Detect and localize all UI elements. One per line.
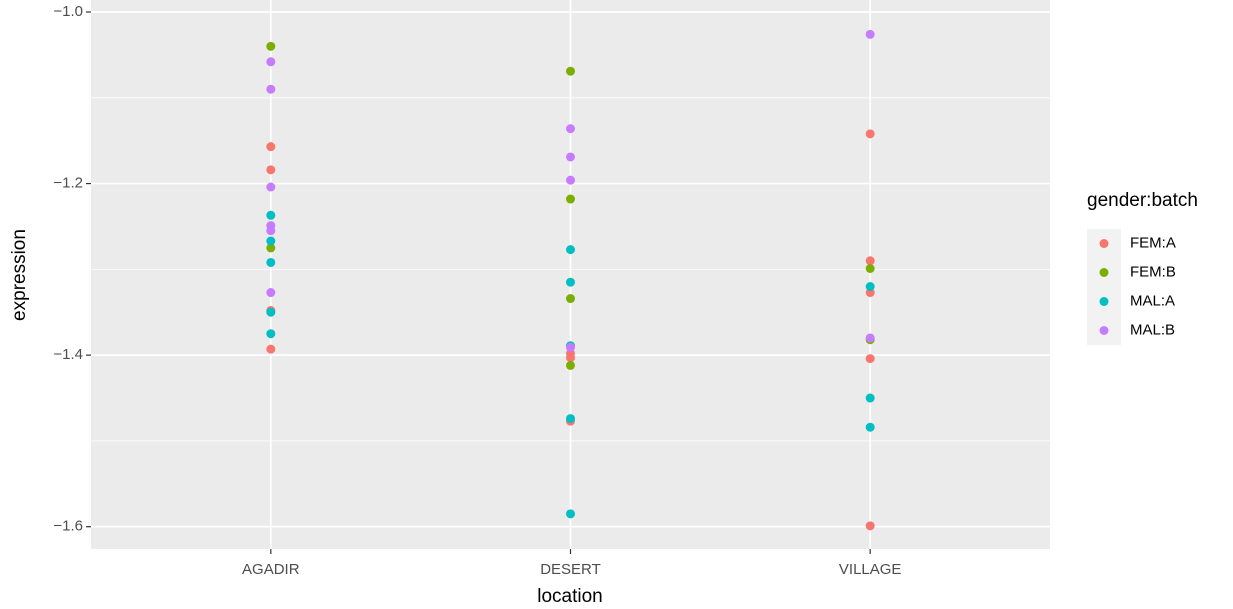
x-tick-label: VILLAGE [839,561,902,578]
point [566,152,575,162]
point [865,129,875,139]
legend-marker [1099,297,1109,306]
point [566,277,575,287]
point [566,245,575,255]
point [266,142,276,152]
point [566,124,575,134]
y-tick-label: −1.4 [53,346,83,363]
point [266,226,276,236]
point [266,182,276,192]
legend-label: FEM:B [1130,263,1176,280]
point [266,236,276,246]
point [266,243,276,253]
point [566,342,575,352]
x-tick-label: AGADIR [242,561,300,578]
legend-label: MAL:B [1130,321,1175,338]
point [266,57,276,67]
point [865,29,875,39]
point [566,509,575,519]
point [266,344,276,354]
x-tick-label: DESERT [540,561,601,578]
point [266,329,276,339]
legend-label: FEM:A [1130,234,1176,251]
point [566,353,575,363]
x-axis-title: location [537,586,603,607]
point [865,521,875,531]
point [266,210,276,220]
legend-marker [1099,239,1109,248]
y-axis-title: expression [9,229,30,321]
legend-marker [1099,268,1109,277]
point [865,282,875,292]
point [566,294,575,304]
point [566,175,575,185]
y-tick-label: −1.0 [53,3,83,20]
point [865,354,875,364]
point [865,422,875,432]
point [566,414,575,424]
point [566,360,575,370]
point [266,307,276,317]
point [266,288,276,298]
legend-marker [1099,326,1109,335]
point [865,393,875,403]
point [566,194,575,204]
y-tick-label: −1.6 [53,518,83,535]
legend-title: gender:batch [1087,190,1198,211]
y-tick-label: −1.2 [53,175,83,192]
point [566,66,575,76]
point [865,263,875,273]
point [266,41,276,51]
point [266,165,276,175]
point [865,333,875,343]
point [865,256,875,266]
point [266,257,276,267]
legend-label: MAL:A [1130,292,1175,309]
point [266,84,276,94]
